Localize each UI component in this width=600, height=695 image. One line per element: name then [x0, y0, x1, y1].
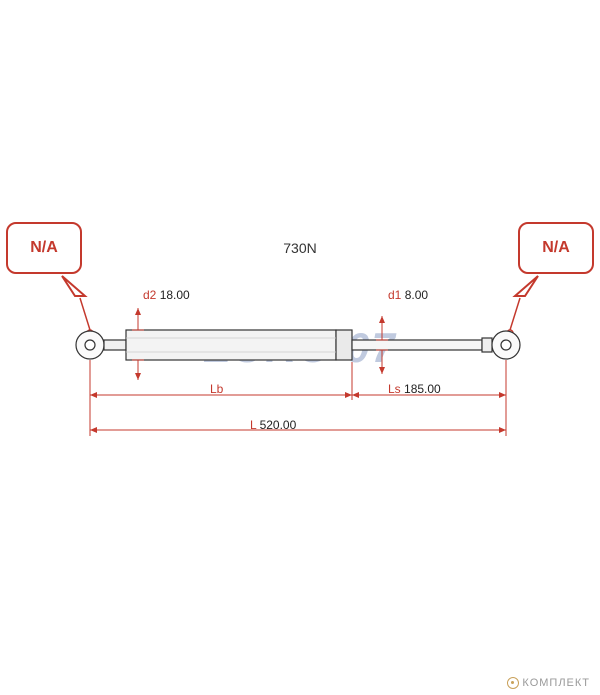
callout-tail-right [515, 276, 538, 296]
gas-spring-part [76, 330, 520, 360]
gas-spring-diagram [0, 0, 600, 695]
dimension-lines [90, 308, 506, 436]
callout-tail-left [62, 276, 85, 296]
